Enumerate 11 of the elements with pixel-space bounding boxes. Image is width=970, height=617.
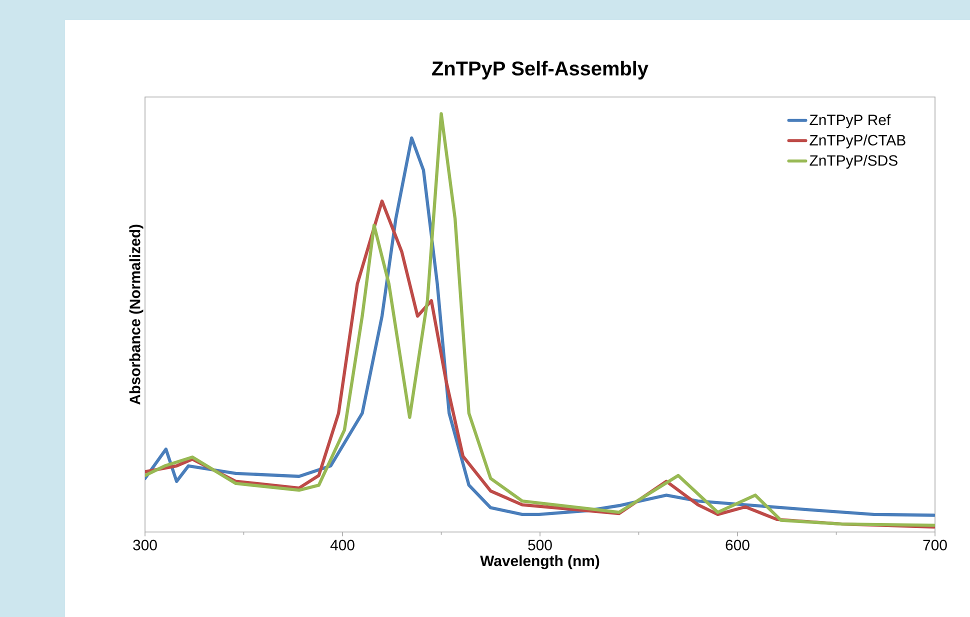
chart-title: ZnTPyP Self-Assembly xyxy=(432,60,648,80)
legend-label: ZnTPyP/CTAB xyxy=(810,134,906,148)
x-tick-label: 500 xyxy=(528,540,552,550)
x-tick-label: 700 xyxy=(923,540,947,550)
x-tick-label: 300 xyxy=(133,540,157,550)
x-tick-label: 600 xyxy=(726,540,750,550)
x-tick-label: 400 xyxy=(330,540,354,550)
x-axis-title: Wavelength (nm) xyxy=(480,555,600,570)
legend-label: ZnTPyP Ref xyxy=(810,114,891,128)
legend-label: ZnTPyP/SDS xyxy=(810,154,898,169)
y-axis-title: Absorbance (Normalized) xyxy=(129,224,144,405)
